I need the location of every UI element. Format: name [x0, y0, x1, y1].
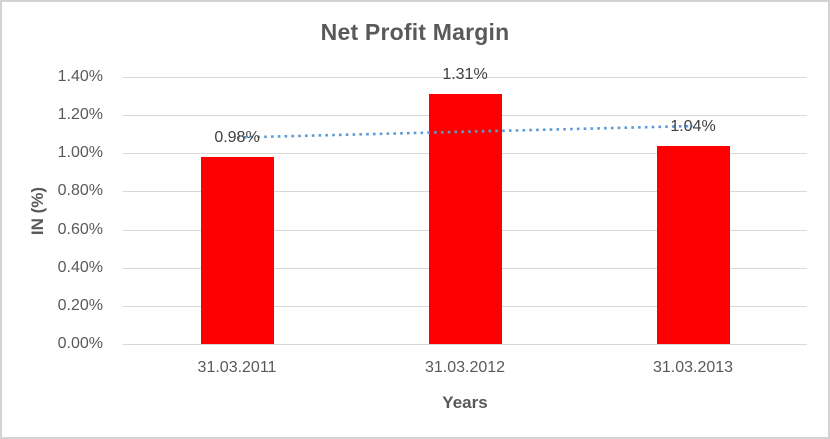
gridline	[123, 77, 807, 78]
y-tick-label: 1.00%	[57, 144, 103, 161]
x-tick-label: 31.03.2013	[652, 359, 734, 376]
data-label: 0.98%	[214, 129, 260, 146]
gridline	[123, 344, 807, 345]
x-tick-label: 31.03.2012	[424, 359, 506, 376]
y-tick-label: 0.80%	[57, 182, 103, 199]
bar-31.03.2013	[657, 146, 730, 344]
y-tick-label: 0.40%	[57, 259, 103, 276]
y-tick-label: 1.20%	[57, 106, 103, 123]
y-tick-label: 1.40%	[57, 68, 103, 85]
bar-31.03.2012	[429, 94, 502, 344]
y-tick-label: 0.60%	[57, 221, 103, 238]
plot-area: 0.98% 1.31% 1.04%	[123, 66, 807, 345]
data-label: 1.31%	[442, 66, 488, 83]
x-tick-label: 31.03.2011	[197, 359, 277, 376]
x-axis-title: Years	[442, 393, 488, 412]
y-tick-label: 0.20%	[57, 297, 103, 314]
data-label: 1.04%	[670, 118, 716, 135]
bar-31.03.2011	[201, 157, 274, 344]
trendline	[236, 124, 694, 139]
chart-title: Net Profit Margin	[320, 19, 510, 45]
y-tick-label: 0.00%	[57, 335, 103, 352]
